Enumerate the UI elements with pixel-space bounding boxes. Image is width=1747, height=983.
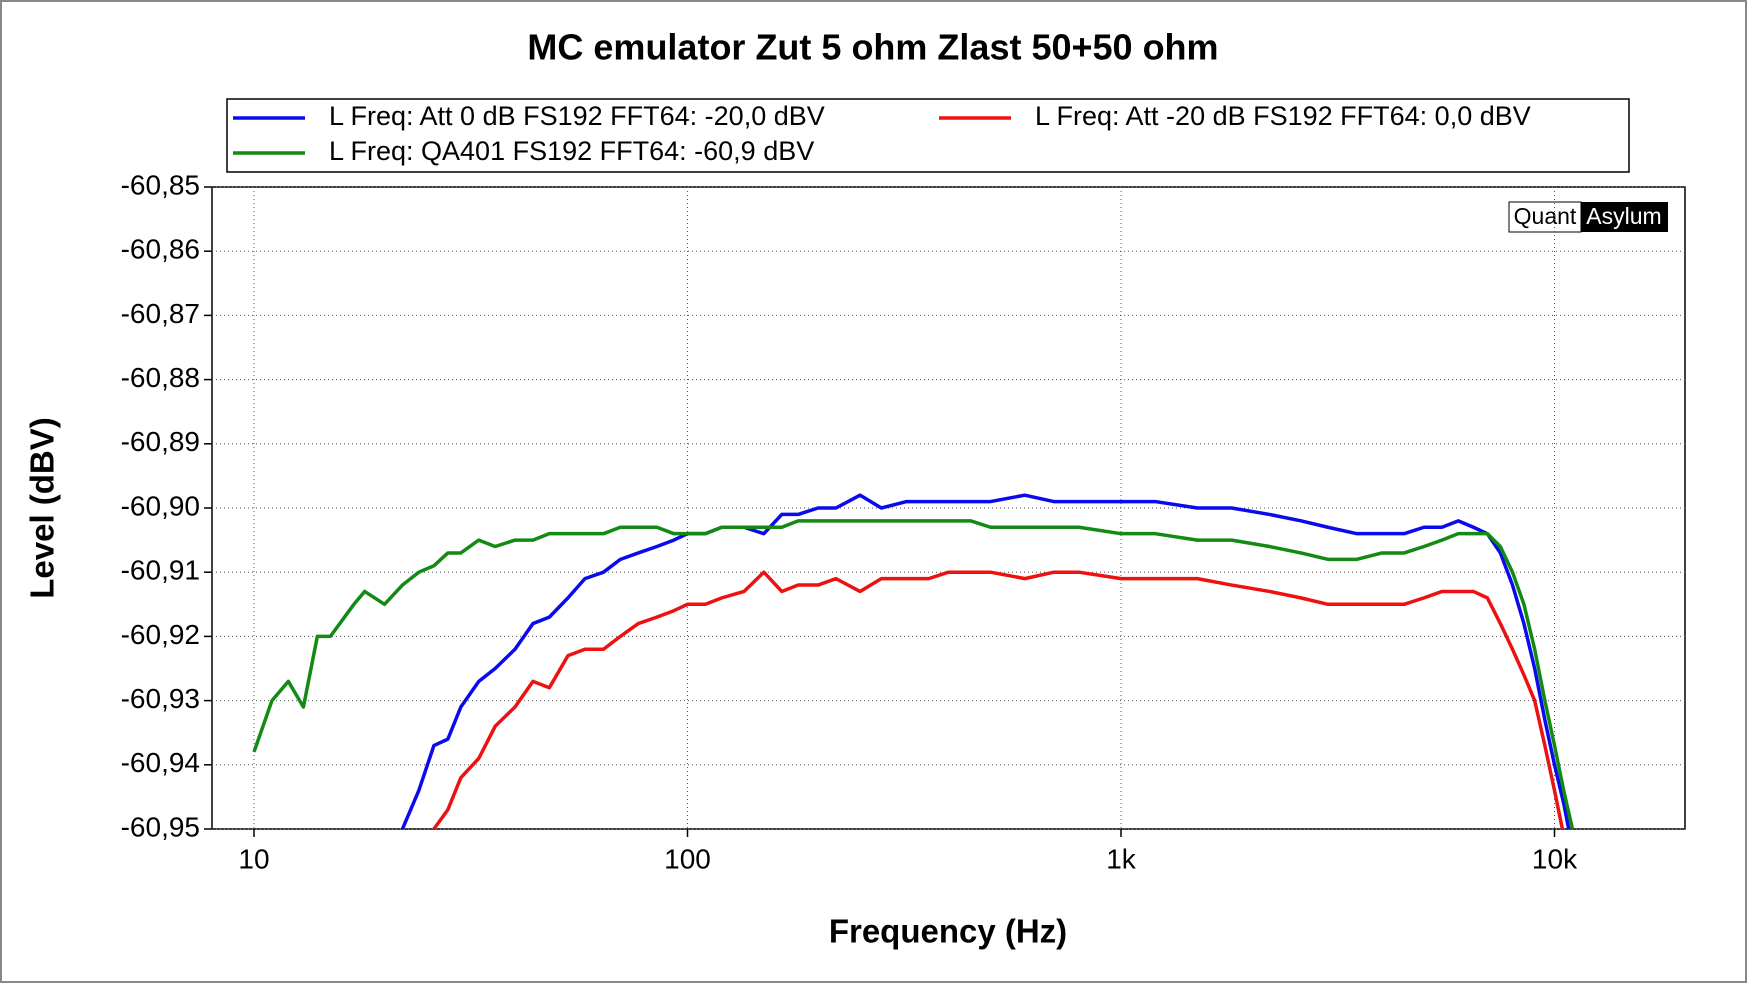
- y-tick-label: -60,87: [121, 298, 200, 329]
- y-tick-label: -60,95: [121, 811, 200, 842]
- x-tick-label: 10: [238, 843, 269, 874]
- watermark: Asylum: [1586, 203, 1661, 229]
- y-tick-label: -60,94: [121, 747, 200, 778]
- chart-title: MC emulator Zut 5 ohm Zlast 50+50 ohm: [527, 27, 1218, 68]
- watermark: Quant: [1514, 203, 1577, 229]
- legend-label: L Freq: QA401 FS192 FFT64: -60,9 dBV: [329, 136, 814, 166]
- y-tick-label: -60,86: [121, 234, 200, 265]
- line-series: [400, 493, 1571, 829]
- y-tick-label: -60,93: [121, 683, 200, 714]
- x-tick-label: 100: [664, 843, 711, 874]
- y-tick-label: -60,92: [121, 619, 200, 650]
- y-tick-label: -60,91: [121, 555, 200, 586]
- legend-label: L Freq: Att 0 dB FS192 FFT64: -20,0 dBV: [329, 101, 825, 131]
- y-tick-label: -60,89: [121, 426, 200, 457]
- y-tick-label: -60,85: [121, 169, 200, 200]
- line-series: [432, 570, 1565, 829]
- legend: [226, 98, 1630, 173]
- plot-area: [252, 493, 1575, 829]
- x-tick-label: 10k: [1532, 843, 1578, 874]
- y-tick-label: -60,88: [121, 362, 200, 393]
- y-tick-label: -60,90: [121, 490, 200, 521]
- line-series: [252, 519, 1575, 829]
- y-axis-label: Level (dBV): [24, 417, 61, 599]
- x-axis-label: Frequency (Hz): [829, 913, 1067, 950]
- legend-label: L Freq: Att -20 dB FS192 FFT64: 0,0 dBV: [1035, 101, 1531, 131]
- x-tick-label: 1k: [1106, 843, 1137, 874]
- watermark-box-dark: [1581, 202, 1668, 232]
